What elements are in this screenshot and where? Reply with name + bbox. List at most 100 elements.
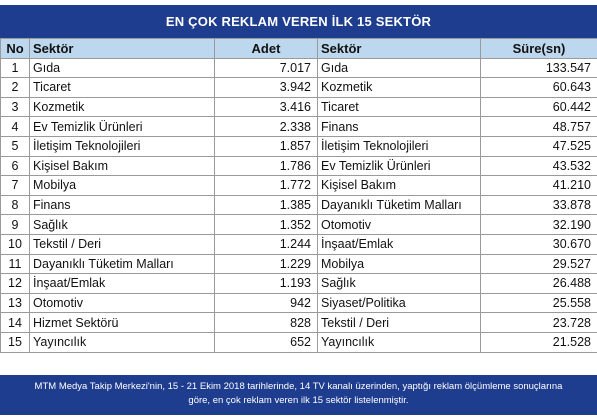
cell-sektor-adet: Gıda [29, 57, 215, 79]
cell-sure: 25.558 [480, 292, 597, 314]
header-no: No [0, 38, 30, 59]
cell-sektor-sure: Tekstil / Deri [317, 312, 481, 333]
cell-sektor-sure: Ev Temizlik Ürünleri [317, 155, 481, 177]
cell-no: 6 [0, 155, 30, 177]
header-sektor-sure: Sektör [317, 38, 481, 59]
table-row: 1 Gıda 7.017 Gıda 133.547 [0, 57, 597, 79]
table-row: 15 Yayıncılık 652 Yayıncılık 21.528 [0, 331, 597, 353]
cell-adet: 1.786 [214, 155, 318, 177]
cell-sektor-sure: Ticaret [317, 96, 481, 118]
cell-adet: 652 [214, 331, 318, 353]
cell-no: 15 [0, 331, 30, 353]
cell-sektor-adet: Kişisel Bakım [29, 155, 215, 177]
table-row: 2 Ticaret 3.942 Kozmetik 60.643 [0, 77, 597, 98]
cell-sure: 29.527 [480, 253, 597, 275]
cell-sektor-adet: Finans [29, 194, 215, 216]
cell-sektor-adet: Ev Temizlik Ürünleri [29, 116, 215, 137]
table-title: EN ÇOK REKLAM VEREN İLK 15 SEKTÖR [0, 5, 597, 38]
cell-sektor-adet: Tekstil / Deri [29, 233, 215, 255]
cell-adet: 3.942 [214, 77, 318, 98]
table-row: 7 Mobilya 1.772 Kişisel Bakım 41.210 [0, 175, 597, 196]
cell-sektor-sure: İnşaat/Emlak [317, 233, 481, 255]
cell-sure: 26.488 [480, 273, 597, 294]
table-row: 11 Dayanıklı Tüketim Malları 1.229 Mobilya 2… [0, 253, 597, 275]
cell-sektor-sure: Sağlık [317, 273, 481, 294]
cell-sektor-sure: Mobilya [317, 253, 481, 275]
table-row: 3 Kozmetik 3.416 Ticaret 60.442 [0, 96, 597, 118]
cell-sektor-sure: Dayanıklı Tüketim Malları [317, 194, 481, 216]
cell-adet: 1.229 [214, 253, 318, 275]
cell-no: 1 [0, 57, 30, 79]
cell-no: 14 [0, 312, 30, 333]
sector-ranking-table: No Sektör Adet Sektör Süre(sn) 1 Gıda 7.01… [0, 38, 597, 353]
cell-adet: 1.244 [214, 233, 318, 255]
cell-adet: 1.193 [214, 273, 318, 294]
footer-note: MTM Medya Takip Merkezi'nin, 15 - 21 Eki… [0, 375, 597, 415]
cell-no: 2 [0, 77, 30, 98]
header-adet: Adet [214, 38, 318, 59]
cell-no: 7 [0, 175, 30, 196]
table-body: 1 Gıda 7.017 Gıda 133.547 2 Ticaret 3.942 Kozmet… [0, 57, 597, 353]
cell-no: 8 [0, 194, 30, 216]
cell-sektor-sure: Gıda [317, 57, 481, 79]
table-row: 14 Hizmet Sektörü 828 Tekstil / Deri 23.728 [0, 312, 597, 333]
cell-adet: 3.416 [214, 96, 318, 118]
cell-no: 9 [0, 214, 30, 235]
cell-adet: 2.338 [214, 116, 318, 137]
cell-sektor-adet: İnşaat/Emlak [29, 273, 215, 294]
cell-sektor-adet: Otomotiv [29, 292, 215, 314]
cell-sure: 60.643 [480, 77, 597, 98]
cell-sure: 41.210 [480, 175, 597, 196]
cell-sure: 21.528 [480, 331, 597, 353]
table-row: 12 İnşaat/Emlak 1.193 Sağlık 26.488 [0, 273, 597, 294]
cell-no: 4 [0, 116, 30, 137]
cell-sektor-adet: Hizmet Sektörü [29, 312, 215, 333]
cell-sure: 60.442 [480, 96, 597, 118]
footer-line-1: MTM Medya Takip Merkezi'nin, 15 - 21 Eki… [34, 381, 563, 392]
header-row: No Sektör Adet Sektör Süre(sn) [0, 38, 597, 59]
cell-sektor-adet: Ticaret [29, 77, 215, 98]
cell-no: 3 [0, 96, 30, 118]
table-row: 9 Sağlık 1.352 Otomotiv 32.190 [0, 214, 597, 235]
cell-sektor-adet: İletişim Teknolojileri [29, 135, 215, 157]
table-row: 13 Otomotiv 942 Siyaset/Politika 25.558 [0, 292, 597, 314]
cell-sektor-sure: İletişim Teknolojileri [317, 135, 481, 157]
cell-adet: 942 [214, 292, 318, 314]
cell-adet: 1.352 [214, 214, 318, 235]
cell-sure: 33.878 [480, 194, 597, 216]
cell-sektor-adet: Mobilya [29, 175, 215, 196]
cell-adet: 1.385 [214, 194, 318, 216]
cell-sektor-sure: Finans [317, 116, 481, 137]
cell-sure: 43.532 [480, 155, 597, 177]
cell-sure: 133.547 [480, 57, 597, 79]
cell-sektor-adet: Dayanıklı Tüketim Malları [29, 253, 215, 275]
cell-no: 12 [0, 273, 30, 294]
cell-sektor-sure: Yayıncılık [317, 331, 481, 353]
footer-line-2: göre, en çok reklam veren ilk 15 sektör … [188, 395, 409, 406]
cell-adet: 7.017 [214, 57, 318, 79]
cell-sektor-adet: Yayıncılık [29, 331, 215, 353]
cell-sektor-sure: Kozmetik [317, 77, 481, 98]
cell-sure: 47.525 [480, 135, 597, 157]
cell-adet: 1.772 [214, 175, 318, 196]
cell-sure: 48.757 [480, 116, 597, 137]
table-row: 4 Ev Temizlik Ürünleri 2.338 Finans 48.757 [0, 116, 597, 137]
cell-sure: 23.728 [480, 312, 597, 333]
cell-sure: 32.190 [480, 214, 597, 235]
cell-sure: 30.670 [480, 233, 597, 255]
cell-no: 13 [0, 292, 30, 314]
cell-sektor-adet: Sağlık [29, 214, 215, 235]
cell-adet: 1.857 [214, 135, 318, 157]
header-sektor-adet: Sektör [29, 38, 215, 59]
cell-sektor-sure: Kişisel Bakım [317, 175, 481, 196]
cell-no: 11 [0, 253, 30, 275]
cell-sektor-sure: Otomotiv [317, 214, 481, 235]
cell-sektor-sure: Siyaset/Politika [317, 292, 481, 314]
table-row: 5 İletişim Teknolojileri 1.857 İletişim Tek… [0, 135, 597, 157]
cell-no: 5 [0, 135, 30, 157]
cell-no: 10 [0, 233, 30, 255]
table-row: 8 Finans 1.385 Dayanıklı Tüketim Malları 33.… [0, 194, 597, 216]
table-row: 10 Tekstil / Deri 1.244 İnşaat/Emlak 30.670 [0, 233, 597, 255]
header-sure: Süre(sn) [480, 38, 597, 59]
